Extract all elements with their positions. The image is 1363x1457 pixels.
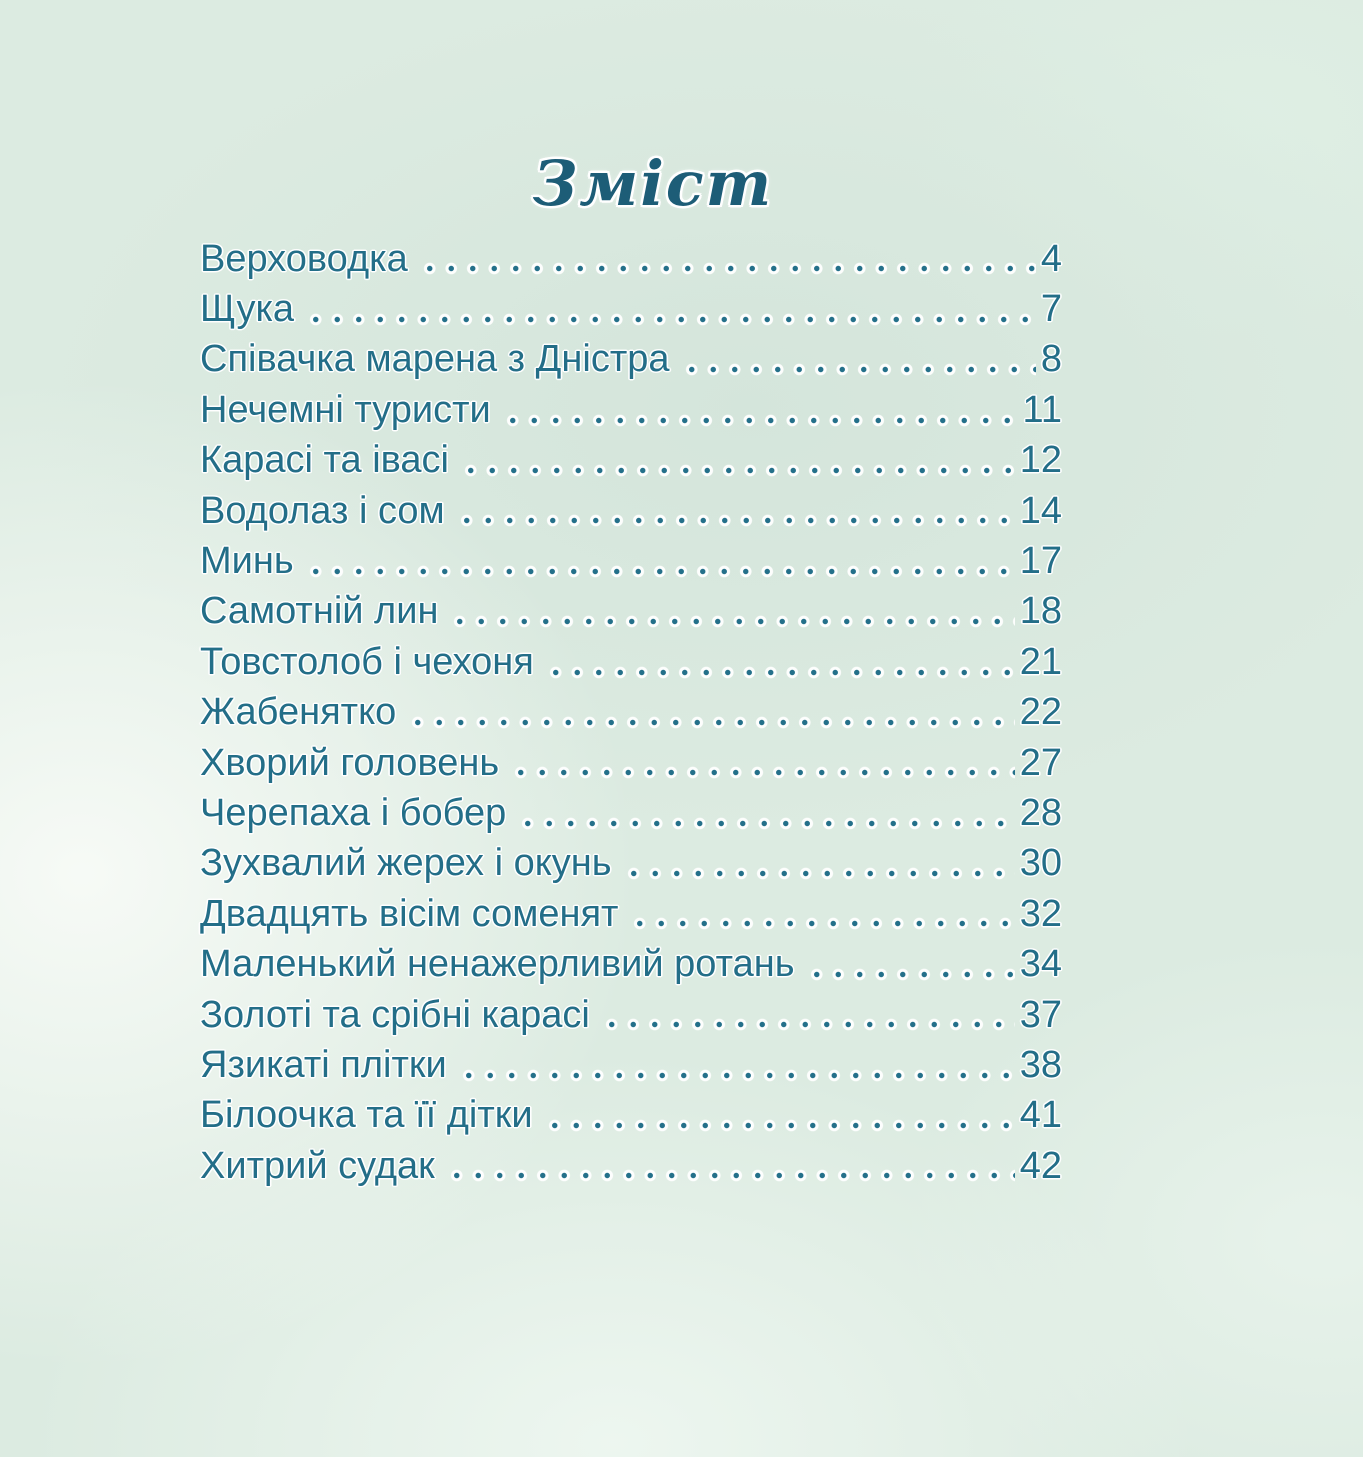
toc-entry-title: Самотній лин (200, 590, 439, 633)
toc-entry-page: 4 (1040, 237, 1062, 280)
toc-entry-title: Білоочка та її дітки (200, 1094, 533, 1137)
dot-leader (443, 1167, 1015, 1185)
toc-row: Язикаті плітки 38 (200, 1040, 1062, 1090)
dot-leader (303, 310, 1036, 328)
toc-row: Черепаха і бобер 28 (200, 788, 1062, 838)
toc-entry-page: 37 (1019, 993, 1062, 1036)
toc-entry-title: Нечемні туристи (200, 388, 491, 431)
dot-leader (453, 512, 1015, 530)
toc-row: Нечемні туристи 11 (200, 385, 1062, 435)
dot-leader (598, 1016, 1015, 1034)
toc-entry-title: Водолаз і сом (200, 489, 445, 532)
toc-entry-page: 28 (1019, 791, 1062, 834)
toc-entry-title: Золоті та срібні карасі (200, 993, 590, 1036)
toc-row: Товстолоб і чехоня 21 (200, 637, 1062, 687)
dot-leader (620, 865, 1015, 883)
toc-row: Самотній лин 18 (200, 587, 1062, 637)
toc-row: Хворий головень 27 (200, 738, 1062, 788)
dot-leader (542, 663, 1015, 681)
toc-entry-page: 30 (1019, 842, 1062, 885)
toc-entry-title: Хитрий судак (200, 1144, 435, 1187)
dot-leader (416, 260, 1036, 278)
toc-entry-title: Черепаха і бобер (200, 791, 507, 834)
toc-entry-title: Верховодка (200, 237, 408, 280)
toc-entry-title: Карасі та івасі (200, 439, 449, 482)
toc-entry-page: 32 (1019, 892, 1062, 935)
toc-entry-page: 42 (1019, 1144, 1062, 1187)
dot-leader (455, 1066, 1015, 1084)
toc-entry-page: 11 (1022, 388, 1062, 431)
toc-entry-title: Щука (200, 288, 295, 331)
toc-row: Двадцять вісім соменят 32 (200, 889, 1062, 939)
toc-entry-page: 17 (1019, 540, 1062, 583)
dot-leader (458, 461, 1015, 479)
toc-row: Хитрий судак 42 (200, 1141, 1062, 1191)
dot-leader (508, 764, 1015, 782)
toc-entry-title: Товстолоб і чехоня (200, 640, 534, 683)
toc-row: Співачка марена з Дністра 8 (200, 335, 1062, 385)
toc-entry-page: 12 (1019, 439, 1062, 482)
toc-row: Верховодка 4 (200, 234, 1062, 284)
toc-entry-page: 7 (1040, 288, 1062, 331)
toc-row: Водолаз і сом 14 (200, 486, 1062, 536)
dot-leader (541, 1117, 1015, 1135)
toc-entry-page: 41 (1019, 1094, 1062, 1137)
toc-entry-title: Минь (200, 540, 294, 583)
dot-leader (499, 411, 1018, 429)
dot-leader (447, 613, 1015, 631)
toc-entry-page: 34 (1019, 943, 1062, 986)
dot-leader (515, 814, 1015, 832)
toc-entry-title: Жабенятко (200, 691, 397, 734)
toc-entry-page: 14 (1019, 489, 1062, 532)
toc-entry-title: Маленький ненажерливий ротань (200, 943, 795, 986)
toc-entry-page: 18 (1019, 590, 1062, 633)
dot-leader (678, 361, 1036, 379)
toc-entry-page: 21 (1019, 640, 1062, 683)
dot-leader (803, 965, 1015, 983)
dot-leader (302, 562, 1015, 580)
toc-entry-page: 27 (1019, 741, 1062, 784)
page-title: Зміст (532, 147, 774, 220)
toc-list: Верховодка 4 Щука 7 Співачка марена з Дн… (200, 234, 1062, 1191)
dot-leader (627, 915, 1015, 933)
toc-row: Білоочка та її дітки 41 (200, 1091, 1062, 1141)
toc-row: Карасі та івасі 12 (200, 436, 1062, 486)
toc-entry-title: Хворий головень (200, 741, 500, 784)
toc-row: Щука 7 (200, 284, 1062, 334)
dot-leader (405, 713, 1015, 731)
toc-row: Жабенятко 22 (200, 688, 1062, 738)
toc-entry-title: Співачка марена з Дністра (200, 338, 670, 381)
toc-entry-page: 8 (1040, 338, 1062, 381)
toc-entry-title: Язикаті плітки (200, 1043, 447, 1086)
toc-page: Зміст Верховодка 4 Щука 7 Співачка марен… (200, 150, 1062, 1191)
toc-entry-title: Двадцять вісім соменят (200, 892, 619, 935)
toc-entry-page: 38 (1019, 1043, 1062, 1086)
toc-row: Маленький ненажерливий ротань 34 (200, 939, 1062, 989)
toc-row: Золоті та срібні карасі 37 (200, 990, 1062, 1040)
toc-row: Минь 17 (200, 536, 1062, 586)
toc-entry-page: 22 (1019, 691, 1062, 734)
toc-entry-title: Зухвалий жерех і окунь (200, 842, 612, 885)
toc-row: Зухвалий жерех і окунь 30 (200, 839, 1062, 889)
